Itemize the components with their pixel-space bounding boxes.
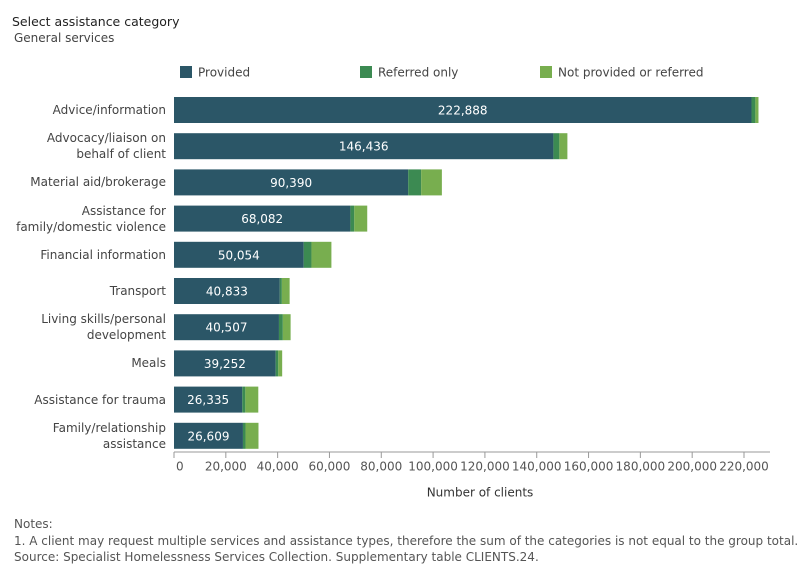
bar-segment [174, 97, 752, 123]
bar-segment [281, 278, 290, 304]
x-tick-label: 160,000 [564, 460, 614, 474]
category-label: Advice/information [52, 103, 166, 117]
bar-segment [174, 278, 280, 304]
bar-segment [354, 205, 368, 232]
bar-segment [242, 386, 246, 413]
category-label: Assistance for trauma [34, 392, 166, 407]
x-tick-label: 0 [176, 460, 184, 474]
notes-heading: Notes: [14, 517, 53, 531]
value-label: 68,082 [241, 212, 283, 226]
x-tick-label: 220,000 [719, 460, 769, 474]
bar-segment [278, 350, 283, 377]
bar-segment [303, 241, 312, 268]
bar-segment [174, 386, 243, 413]
category-label: Meals [131, 356, 166, 371]
x-tick-label: 120,000 [460, 460, 510, 474]
legend-label: Not provided or referred [558, 66, 703, 80]
bar-segment [421, 169, 442, 196]
legend-label: Provided [198, 66, 250, 80]
bar-segment [174, 169, 409, 196]
value-label: 90,390 [270, 176, 312, 190]
bar-segment [174, 133, 554, 160]
category-label: Assistance for family/domestic violence [16, 203, 166, 234]
bar-segment [553, 133, 560, 160]
bar-segment [559, 133, 568, 160]
bar-segment [755, 97, 759, 123]
bar-segment [174, 422, 243, 449]
legend-label: Referred only [378, 66, 458, 80]
legend-swatch [360, 66, 372, 78]
bar-segment [174, 241, 304, 268]
bar-segment [245, 386, 259, 413]
bar-segment [350, 205, 355, 232]
bar-segment [279, 278, 282, 304]
value-label: 146,436 [339, 140, 389, 154]
category-label: Material aid/brokerage [30, 175, 166, 190]
bar-segment [174, 205, 351, 232]
note-line: 1. A client may request multiple service… [14, 534, 799, 548]
x-axis-title: Number of clients [427, 486, 534, 500]
category-label: Transport [109, 284, 166, 298]
filter-title: Select assistance category [12, 14, 180, 29]
x-tick-label: 80,000 [360, 460, 402, 474]
category-label: Advocacy/liaison on behalf of client [46, 131, 166, 162]
bar-segment [311, 241, 332, 268]
x-tick-label: 140,000 [512, 460, 562, 474]
x-tick-label: 20,000 [205, 460, 247, 474]
legend-swatch [540, 66, 552, 78]
filter-selection[interactable]: General services [14, 31, 115, 45]
x-tick-label: 200,000 [667, 460, 717, 474]
x-tick-label: 100,000 [408, 460, 458, 474]
bar-segment [282, 314, 291, 341]
value-label: 40,833 [206, 285, 248, 299]
value-label: 26,335 [187, 393, 229, 407]
value-label: 50,054 [218, 248, 260, 262]
bar-segment [751, 97, 756, 123]
bar-segment [242, 422, 246, 449]
x-tick-label: 180,000 [616, 460, 666, 474]
value-label: 40,507 [205, 321, 247, 335]
value-label: 222,888 [438, 104, 488, 118]
bar-segment [408, 169, 422, 196]
x-tick-label: 40,000 [257, 460, 299, 474]
bar-segment [245, 422, 259, 449]
value-label: 26,609 [187, 429, 229, 443]
bar-segment [278, 314, 283, 341]
category-label: Family/relationship assistance [52, 420, 166, 451]
legend-swatch [180, 66, 192, 78]
bar-segment [174, 350, 276, 377]
bar-segment [275, 350, 279, 377]
note-line: Source: Specialist Homelessness Services… [14, 550, 539, 564]
bar-segment [174, 314, 279, 341]
category-label: Living skills/personal development [41, 312, 166, 343]
category-label: Financial information [40, 247, 166, 262]
value-label: 39,252 [204, 357, 246, 371]
x-tick-label: 60,000 [308, 460, 350, 474]
